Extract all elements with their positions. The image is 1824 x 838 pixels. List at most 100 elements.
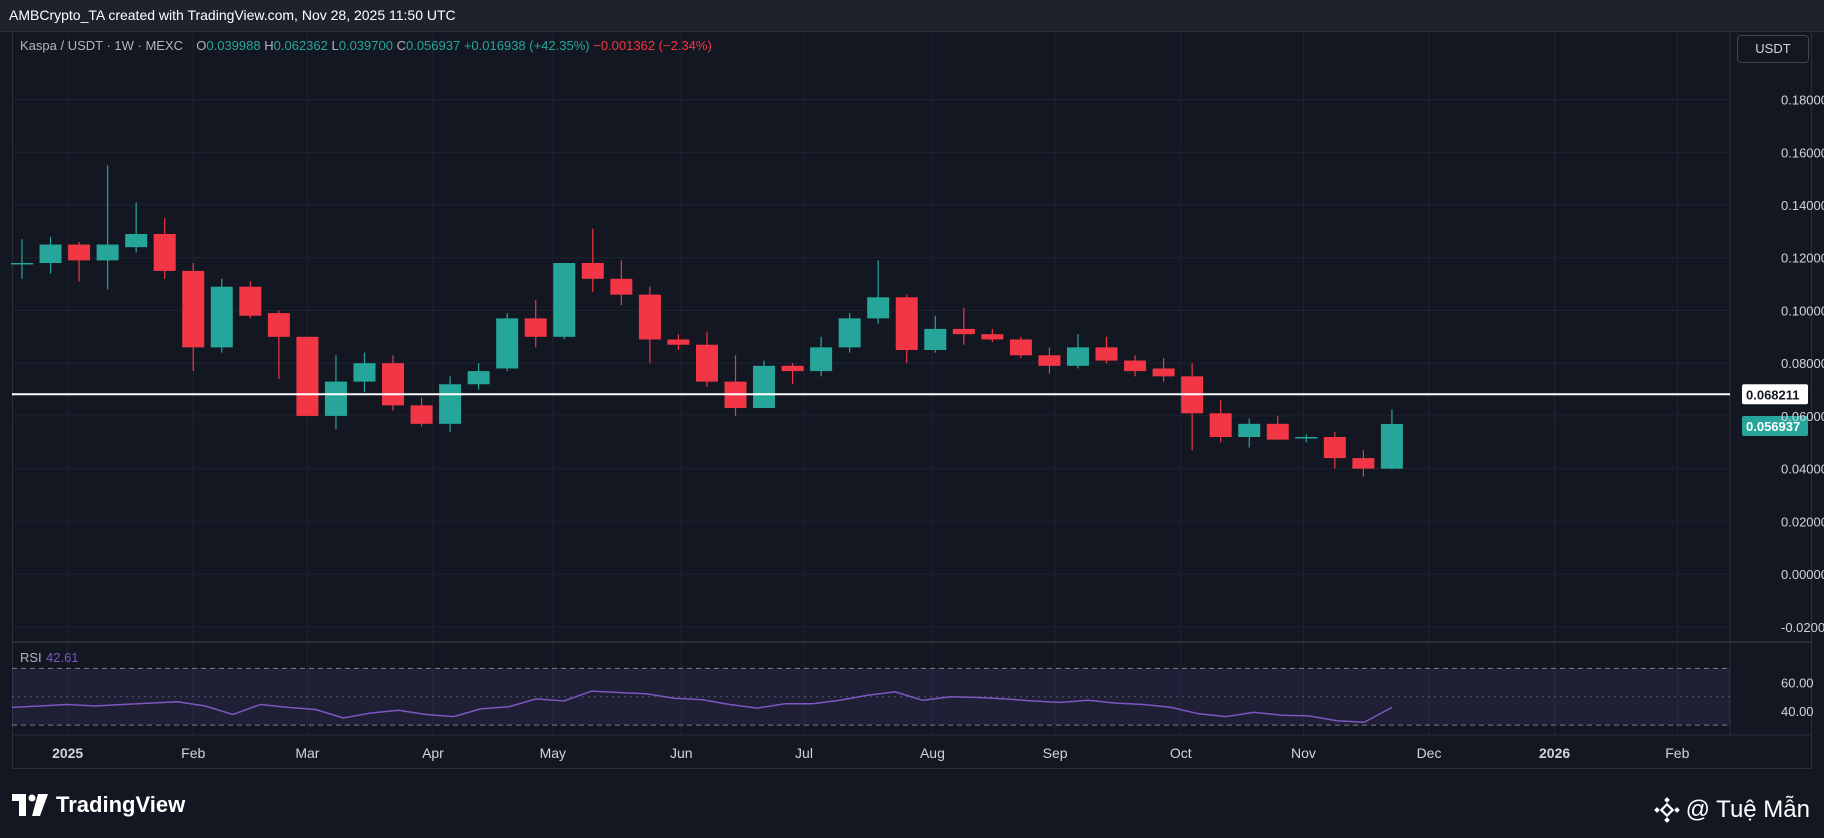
time-tick-label: Dec [1417, 745, 1442, 761]
time-tick-label: Feb [1665, 745, 1689, 761]
candle-body[interactable] [610, 278, 633, 295]
time-tick-label: Oct [1170, 745, 1192, 761]
candle-body[interactable] [125, 234, 148, 248]
candle-body[interactable] [353, 363, 376, 382]
candle-body[interactable] [753, 365, 776, 408]
candle-body[interactable] [952, 328, 975, 335]
candle-body[interactable] [467, 371, 490, 385]
candle-body[interactable] [1152, 368, 1175, 377]
candle-body[interactable] [296, 336, 319, 416]
candle-body[interactable] [981, 334, 1004, 340]
candle-body[interactable] [781, 365, 804, 372]
candle-body[interactable] [553, 263, 576, 337]
close-value: 0.056937 [405, 38, 461, 53]
time-tick-label: 2026 [1539, 745, 1570, 761]
last-price-label-box [1742, 415, 1808, 436]
candle-body[interactable] [1380, 423, 1403, 469]
candle-body[interactable] [182, 270, 205, 348]
candle-body[interactable] [267, 313, 290, 337]
candle-body[interactable] [496, 318, 519, 369]
time-tick-label: Sep [1043, 745, 1068, 761]
price-tick-label: 0.020000 [1781, 514, 1824, 529]
candle-body[interactable] [153, 234, 176, 271]
currency-button[interactable]: USDT [1737, 35, 1809, 63]
candle-body[interactable] [39, 244, 62, 263]
watermark-text: @ Tuệ Mẫn [1685, 796, 1810, 823]
open-value: 0.039988 [206, 38, 261, 53]
tradingview-logo[interactable]: TradingView [12, 790, 185, 820]
symbol-legend: Kaspa / USDT · 1W · MEXC O0.039988 H0.06… [20, 38, 712, 53]
time-tick-label: Jul [795, 745, 813, 761]
candle-body[interactable] [1038, 355, 1061, 366]
price-tick-label: 0.060000 [1781, 409, 1824, 424]
candle-body[interactable] [524, 318, 547, 337]
price-tick-label: 0.120000 [1781, 251, 1824, 266]
candle-body[interactable] [439, 384, 462, 424]
price-tick-label: 0.040000 [1781, 462, 1824, 477]
candle-body[interactable] [867, 297, 890, 319]
candles-group [11, 165, 1403, 477]
candle-body[interactable] [895, 297, 918, 350]
rsi-tick-label: 60.00 [1781, 676, 1814, 691]
candle-body[interactable] [68, 244, 91, 261]
candle-body[interactable] [1295, 437, 1318, 439]
price-tick-label: -0.020000 [1781, 620, 1824, 635]
candle-body[interactable] [210, 286, 233, 348]
candle-body[interactable] [581, 263, 604, 279]
candle-body[interactable] [810, 347, 833, 372]
price-axis: 0.180000 0.160000 0.140000 0.120000 0.100000… [1781, 93, 1824, 635]
tradingview-logo-text: TradingView [56, 792, 186, 817]
candle-body[interactable] [667, 339, 690, 345]
horizontal-level-label-box [1742, 384, 1808, 405]
time-tick-label: Feb [181, 745, 205, 761]
change-value: +0.016938 (+42.35%) [463, 38, 590, 53]
time-tick-label: May [540, 745, 566, 761]
candle-body[interactable] [838, 318, 861, 348]
candle-body[interactable] [1124, 360, 1147, 372]
candle-body[interactable] [1238, 423, 1261, 437]
candle-body[interactable] [11, 263, 33, 265]
candlestick-chart[interactable]: 60.00 40.00 RSI 42.61 0.068211 0.056937 0.18… [0, 0, 1824, 770]
rsi-tick-label: 40.00 [1781, 704, 1814, 719]
candle-body[interactable] [1266, 423, 1289, 440]
candle-body[interactable] [1066, 347, 1089, 366]
low-value: 0.039700 [338, 38, 393, 53]
symbol-name[interactable]: Kaspa / USDT · 1W · MEXC [20, 38, 184, 53]
price-tick-label: 0.160000 [1781, 145, 1824, 160]
binance-icon [1653, 797, 1680, 823]
tradingview-logo-icon [12, 794, 48, 816]
candle-body[interactable] [695, 344, 718, 382]
time-tick-label: Apr [422, 745, 444, 761]
time-tick-label: Aug [920, 745, 945, 761]
rsi-current-value: 42.61 [46, 650, 79, 665]
open-label: O [196, 38, 207, 53]
candle-body[interactable] [1095, 347, 1118, 361]
candle-body[interactable] [324, 381, 347, 416]
author-watermark: @ Tuệ Mẫn [1653, 796, 1810, 824]
rsi-line [11, 690, 1393, 724]
price-tick-label: 0.180000 [1781, 93, 1824, 108]
candle-body[interactable] [1209, 413, 1232, 437]
close-label: C [396, 38, 406, 53]
horizontal-level-label: 0.068211 [1746, 387, 1800, 402]
candle-body[interactable] [924, 328, 947, 350]
grid-lines [12, 31, 1812, 736]
change-secondary-value: −0.001362 (−2.34%) [593, 38, 712, 53]
price-tick-label: 0.080000 [1781, 356, 1824, 371]
candle-body[interactable] [1009, 339, 1032, 356]
candle-body[interactable] [96, 244, 119, 261]
candle-body[interactable] [638, 294, 661, 340]
candle-body[interactable] [239, 286, 262, 316]
high-label: H [264, 38, 274, 53]
rsi-label: RSI [20, 650, 42, 665]
low-label: L [331, 38, 339, 53]
price-tick-label: 0.100000 [1781, 303, 1824, 318]
footer [0, 770, 1824, 838]
candle-body[interactable] [1352, 458, 1375, 469]
overlay-group: 0.068211 0.056937 [12, 384, 1808, 436]
candle-body[interactable] [410, 405, 433, 424]
time-tick-label: Jun [670, 745, 693, 761]
candle-body[interactable] [1323, 437, 1346, 459]
time-tick-label: 2025 [52, 745, 83, 761]
candle-body[interactable] [382, 363, 405, 406]
